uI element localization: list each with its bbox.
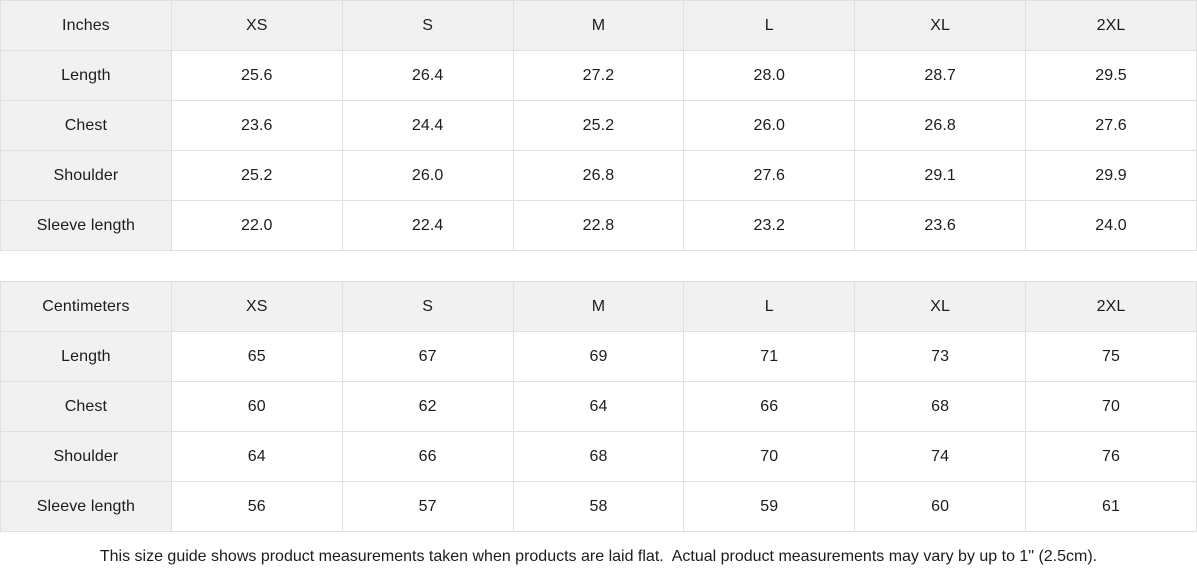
table-gap-spacer bbox=[0, 251, 1197, 281]
size-header-cell: XL bbox=[854, 281, 1027, 332]
measurement-cell: 70 bbox=[1025, 381, 1197, 432]
measurement-cell: 66 bbox=[341, 431, 514, 482]
measurement-cell: 60 bbox=[170, 381, 343, 432]
measurement-cell: 57 bbox=[341, 481, 514, 532]
size-header-cell: S bbox=[341, 0, 514, 51]
measurement-cell: 61 bbox=[1025, 481, 1197, 532]
measurement-cell: 62 bbox=[341, 381, 514, 432]
row-label-cell: Shoulder bbox=[0, 150, 172, 201]
inches-size-table: Inches XS S M L XL 2XL Length 25.6 26.4 27.2 28.0 28… bbox=[0, 0, 1197, 251]
size-header-cell: XS bbox=[170, 281, 343, 332]
measurement-row: Shoulder 25.2 26.0 26.8 27.6 29.1 29.9 bbox=[0, 150, 1197, 201]
measurement-cell: 23.2 bbox=[683, 200, 856, 251]
measurement-cell: 25.2 bbox=[512, 100, 685, 151]
size-header-row: Centimeters XS S M L XL 2XL bbox=[0, 281, 1197, 332]
measurement-cell: 27.6 bbox=[1025, 100, 1197, 151]
measurement-cell: 26.0 bbox=[683, 100, 856, 151]
unit-label-cell: Centimeters bbox=[0, 281, 172, 332]
measurement-cell: 23.6 bbox=[170, 100, 343, 151]
measurement-cell: 74 bbox=[854, 431, 1027, 482]
measurement-cell: 68 bbox=[854, 381, 1027, 432]
size-header-cell: M bbox=[512, 281, 685, 332]
row-label-cell: Chest bbox=[0, 100, 172, 151]
measurement-cell: 66 bbox=[683, 381, 856, 432]
measurement-cell: 56 bbox=[170, 481, 343, 532]
measurement-cell: 24.4 bbox=[341, 100, 514, 151]
measurement-cell: 75 bbox=[1025, 331, 1197, 382]
measurement-cell: 60 bbox=[854, 481, 1027, 532]
measurement-cell: 64 bbox=[512, 381, 685, 432]
measurement-row: Sleeve length 22.0 22.4 22.8 23.2 23.6 24.0 bbox=[0, 200, 1197, 251]
measurement-cell: 22.8 bbox=[512, 200, 685, 251]
size-header-cell: M bbox=[512, 0, 685, 51]
measurement-cell: 64 bbox=[170, 431, 343, 482]
measurement-cell: 26.0 bbox=[341, 150, 514, 201]
measurement-cell: 22.4 bbox=[341, 200, 514, 251]
measurement-cell: 29.9 bbox=[1025, 150, 1197, 201]
size-header-cell: XS bbox=[170, 0, 343, 51]
measurement-cell: 58 bbox=[512, 481, 685, 532]
centimeters-size-table: Centimeters XS S M L XL 2XL Length 65 67 69 71 73 75 C… bbox=[0, 281, 1197, 532]
measurement-cell: 26.8 bbox=[512, 150, 685, 201]
measurement-cell: 73 bbox=[854, 331, 1027, 382]
measurement-cell: 28.7 bbox=[854, 50, 1027, 101]
measurement-cell: 26.4 bbox=[341, 50, 514, 101]
size-header-cell: XL bbox=[854, 0, 1027, 51]
measurement-cell: 27.2 bbox=[512, 50, 685, 101]
measurement-cell: 76 bbox=[1025, 431, 1197, 482]
measurement-cell: 65 bbox=[170, 331, 343, 382]
row-label-cell: Shoulder bbox=[0, 431, 172, 482]
measurement-row: Length 65 67 69 71 73 75 bbox=[0, 331, 1197, 382]
footer-note-row: This size guide shows product measuremen… bbox=[0, 532, 1197, 582]
measurement-cell: 29.5 bbox=[1025, 50, 1197, 101]
measurement-cell: 68 bbox=[512, 431, 685, 482]
size-header-cell: L bbox=[683, 281, 856, 332]
measurement-cell: 24.0 bbox=[1025, 200, 1197, 251]
measurement-cell: 28.0 bbox=[683, 50, 856, 101]
measurement-cell: 23.6 bbox=[854, 200, 1027, 251]
measurement-row: Sleeve length 56 57 58 59 60 61 bbox=[0, 481, 1197, 532]
row-label-cell: Length bbox=[0, 50, 172, 101]
measurement-cell: 26.8 bbox=[854, 100, 1027, 151]
measurement-row: Chest 60 62 64 66 68 70 bbox=[0, 381, 1197, 432]
measurement-cell: 71 bbox=[683, 331, 856, 382]
size-header-cell: 2XL bbox=[1025, 281, 1197, 332]
size-header-cell: L bbox=[683, 0, 856, 51]
measurement-row: Shoulder 64 66 68 70 74 76 bbox=[0, 431, 1197, 482]
unit-label-cell: Inches bbox=[0, 0, 172, 51]
measurement-cell: 67 bbox=[341, 331, 514, 382]
measurement-row: Length 25.6 26.4 27.2 28.0 28.7 29.5 bbox=[0, 50, 1197, 101]
size-guide-note: This size guide shows product measuremen… bbox=[99, 548, 1098, 565]
measurement-cell: 25.6 bbox=[170, 50, 343, 101]
measurement-cell: 59 bbox=[683, 481, 856, 532]
row-label-cell: Sleeve length bbox=[0, 481, 172, 532]
size-header-cell: S bbox=[341, 281, 514, 332]
measurement-cell: 70 bbox=[683, 431, 856, 482]
row-label-cell: Chest bbox=[0, 381, 172, 432]
measurement-cell: 25.2 bbox=[170, 150, 343, 201]
size-header-row: Inches XS S M L XL 2XL bbox=[0, 0, 1197, 51]
measurement-cell: 22.0 bbox=[170, 200, 343, 251]
size-header-cell: 2XL bbox=[1025, 0, 1197, 51]
measurement-cell: 27.6 bbox=[683, 150, 856, 201]
row-label-cell: Sleeve length bbox=[0, 200, 172, 251]
measurement-cell: 29.1 bbox=[854, 150, 1027, 201]
measurement-row: Chest 23.6 24.4 25.2 26.0 26.8 27.6 bbox=[0, 100, 1197, 151]
row-label-cell: Length bbox=[0, 331, 172, 382]
measurement-cell: 69 bbox=[512, 331, 685, 382]
